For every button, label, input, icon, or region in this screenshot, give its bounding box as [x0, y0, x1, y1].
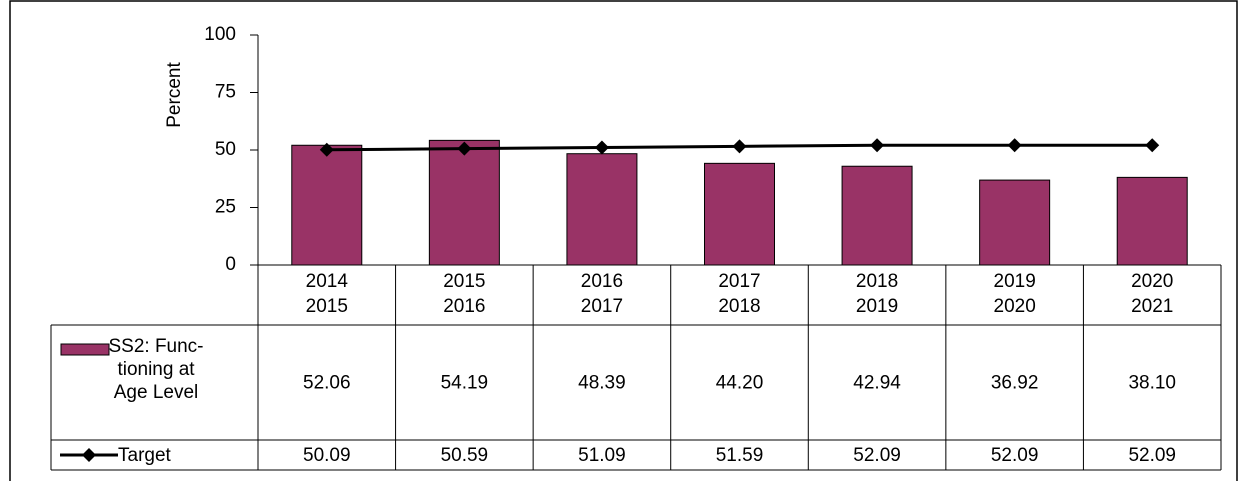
legend-fo: SS2: Func-tioning at Age Level — [108, 336, 204, 403]
data-label: 52.09 — [991, 445, 1039, 466]
x-tick-label: 2021 — [1131, 296, 1173, 317]
x-tick-label: 2015 — [443, 271, 485, 292]
chart-frame — [9, 0, 1238, 481]
data-label: 38.10 — [1128, 373, 1176, 394]
data-label: 52.09 — [853, 445, 901, 466]
bar — [841, 165, 913, 266]
data-label: 48.39 — [578, 373, 626, 394]
y-tick-label: 75 — [215, 82, 236, 103]
y-tick-label: 50 — [215, 139, 236, 160]
x-tick-label: 2015 — [306, 296, 348, 317]
x-tick-label: 2016 — [581, 271, 623, 292]
x-tick-label: 2017 — [718, 271, 760, 292]
line-marker — [1145, 138, 1160, 153]
line-marker — [870, 138, 885, 153]
data-label: 44.20 — [716, 373, 764, 394]
x-tick-label: 2020 — [994, 296, 1036, 317]
line-marker — [1007, 138, 1022, 153]
data-label: 42.94 — [853, 373, 901, 394]
y-axis-label: Percent — [164, 62, 185, 128]
bar — [979, 179, 1051, 266]
data-label: 36.92 — [991, 373, 1039, 394]
line-marker — [457, 141, 472, 156]
data-label: 54.19 — [441, 373, 489, 394]
x-tick-label: 2016 — [443, 296, 485, 317]
data-label: 51.59 — [716, 445, 764, 466]
bar — [566, 153, 638, 266]
y-tick-label: 25 — [215, 197, 236, 218]
data-label: 50.09 — [303, 445, 351, 466]
x-tick-label: 2019 — [856, 296, 898, 317]
line-marker — [319, 142, 334, 157]
x-tick-label: 2019 — [994, 271, 1036, 292]
bar — [428, 139, 500, 266]
legend-marker — [82, 448, 96, 462]
legend-swatch — [60, 343, 110, 356]
bar — [291, 144, 363, 266]
bar — [704, 162, 775, 266]
data-label: 52.06 — [303, 373, 351, 394]
legend-label: SS2: Func-tioning at Age Level — [108, 336, 204, 403]
x-tick-label: 2018 — [718, 296, 760, 317]
data-label: 52.09 — [1128, 445, 1176, 466]
line-marker — [732, 139, 747, 154]
legend-label: Target — [118, 445, 172, 466]
y-tick-label: 0 — [225, 254, 236, 275]
bar — [1116, 176, 1188, 266]
y-tick-label: 100 — [204, 24, 236, 45]
x-tick-label: 2018 — [856, 271, 898, 292]
line-marker — [594, 140, 609, 155]
x-tick-label: 2017 — [581, 296, 623, 317]
data-label: 50.59 — [441, 445, 489, 466]
x-tick-label: 2014 — [306, 271, 349, 292]
x-tick-label: 2020 — [1131, 271, 1173, 292]
data-label: 51.09 — [578, 445, 626, 466]
